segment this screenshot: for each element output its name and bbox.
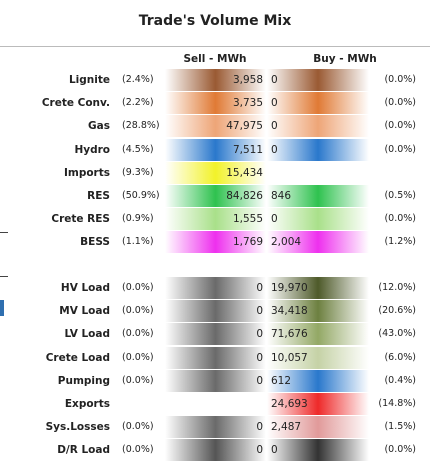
buy-cell: 10,057	[266, 346, 369, 369]
sell-share: (0.0%)	[122, 374, 154, 386]
buy-cell	[266, 161, 369, 184]
sell-share: (9.3%)	[122, 166, 154, 178]
buy-cell: 71,676	[266, 323, 369, 346]
row-label: Crete RES	[51, 213, 110, 226]
row-label: Exports	[64, 398, 110, 410]
sell-share: (50.9%)	[122, 190, 160, 201]
row-label: Hydro	[74, 143, 110, 156]
sell-cell: 47,975	[165, 115, 266, 138]
sell-share: (2.2%)	[122, 97, 154, 109]
buy-header: Buy - MWh	[313, 53, 377, 65]
buy-cell: 0	[266, 92, 369, 115]
row-label: RES	[87, 190, 110, 202]
row-label: Crete Conv.	[41, 97, 110, 110]
sell-cell: 0	[165, 369, 266, 392]
row-label: Lignite	[68, 74, 110, 86]
buy-share: (0.4%)	[384, 374, 416, 386]
buy-share: (0.0%)	[384, 213, 416, 225]
buy-cell: 19,970	[266, 277, 369, 299]
row-label: Sys.Losses	[45, 421, 110, 434]
sell-share: (0.9%)	[122, 213, 154, 225]
sell-cell: 1,769	[165, 231, 266, 254]
sell-header: Sell - MWh	[183, 53, 247, 65]
sell-share: (0.0%)	[122, 421, 154, 433]
sell-cell: 7,511	[165, 138, 266, 161]
sell-cell: 0	[165, 416, 266, 439]
buy-cell: 0	[266, 208, 369, 231]
buy-share: (12.0%)	[378, 282, 416, 293]
sell-cell: 0	[165, 300, 266, 323]
sell-cell: 15,434	[165, 161, 266, 184]
buy-share: (1.2%)	[384, 236, 416, 248]
sell-cell	[165, 393, 266, 415]
row-label: HV Load	[60, 282, 110, 294]
divider	[0, 46, 430, 47]
sell-share: (0.0%)	[122, 282, 154, 293]
buy-share: (1.5%)	[384, 421, 416, 433]
sell-share: (4.5%)	[122, 143, 154, 155]
buy-cell: 0	[266, 138, 369, 161]
buy-cell: 846	[266, 185, 369, 207]
row-label: Crete Load	[45, 351, 110, 364]
row-label: BESS	[80, 236, 110, 249]
buy-cell: 612	[266, 369, 369, 392]
sell-cell: 3,735	[165, 92, 266, 115]
buy-share: (0.0%)	[384, 143, 416, 155]
sell-share: (0.0%)	[122, 305, 154, 317]
buy-cell: 2,487	[266, 416, 369, 439]
buy-cell: 34,418	[266, 300, 369, 323]
row-label: Pumping	[57, 374, 110, 387]
buy-cell: 0	[266, 115, 369, 138]
buy-share: (0.0%)	[384, 97, 416, 109]
edge-mark	[0, 232, 8, 233]
sell-share: (0.0%)	[122, 328, 154, 340]
buy-cell: 2,004	[266, 231, 369, 254]
sell-cell: 84,826	[165, 185, 266, 207]
sell-cell: 0	[165, 277, 266, 299]
row-label: Gas	[88, 120, 110, 133]
sell-cell: 1,555	[165, 208, 266, 231]
buy-cell: 0	[266, 69, 369, 91]
sell-share: (0.0%)	[122, 351, 154, 363]
buy-share: (0.0%)	[384, 120, 416, 132]
buy-share: (43.0%)	[378, 328, 416, 340]
buy-share: (6.0%)	[384, 351, 416, 363]
buy-share: (0.0%)	[384, 74, 416, 85]
sell-share: (1.1%)	[122, 236, 154, 248]
sell-cell: 0	[165, 323, 266, 346]
row-label: D/R Load	[57, 444, 110, 457]
buy-share: (0.5%)	[384, 190, 416, 201]
sell-cell: 0	[165, 439, 266, 462]
edge-mark	[0, 276, 8, 277]
buy-cell: 24,693	[266, 393, 369, 415]
sell-share: (2.4%)	[122, 74, 154, 85]
row-label: MV Load	[59, 305, 110, 318]
sell-share: (28.8%)	[122, 120, 160, 132]
row-label: LV Load	[64, 328, 110, 341]
sell-cell: 3,958	[165, 69, 266, 91]
sell-share: (0.0%)	[122, 444, 154, 456]
buy-share: (0.0%)	[384, 444, 416, 456]
buy-share: (14.8%)	[378, 398, 416, 409]
buy-cell: 0	[266, 439, 369, 462]
buy-share: (20.6%)	[378, 305, 416, 317]
edge-mark	[0, 300, 4, 316]
sell-cell: 0	[165, 346, 266, 369]
title: Trade's Volume Mix	[138, 13, 292, 29]
row-label: Imports	[63, 166, 110, 179]
